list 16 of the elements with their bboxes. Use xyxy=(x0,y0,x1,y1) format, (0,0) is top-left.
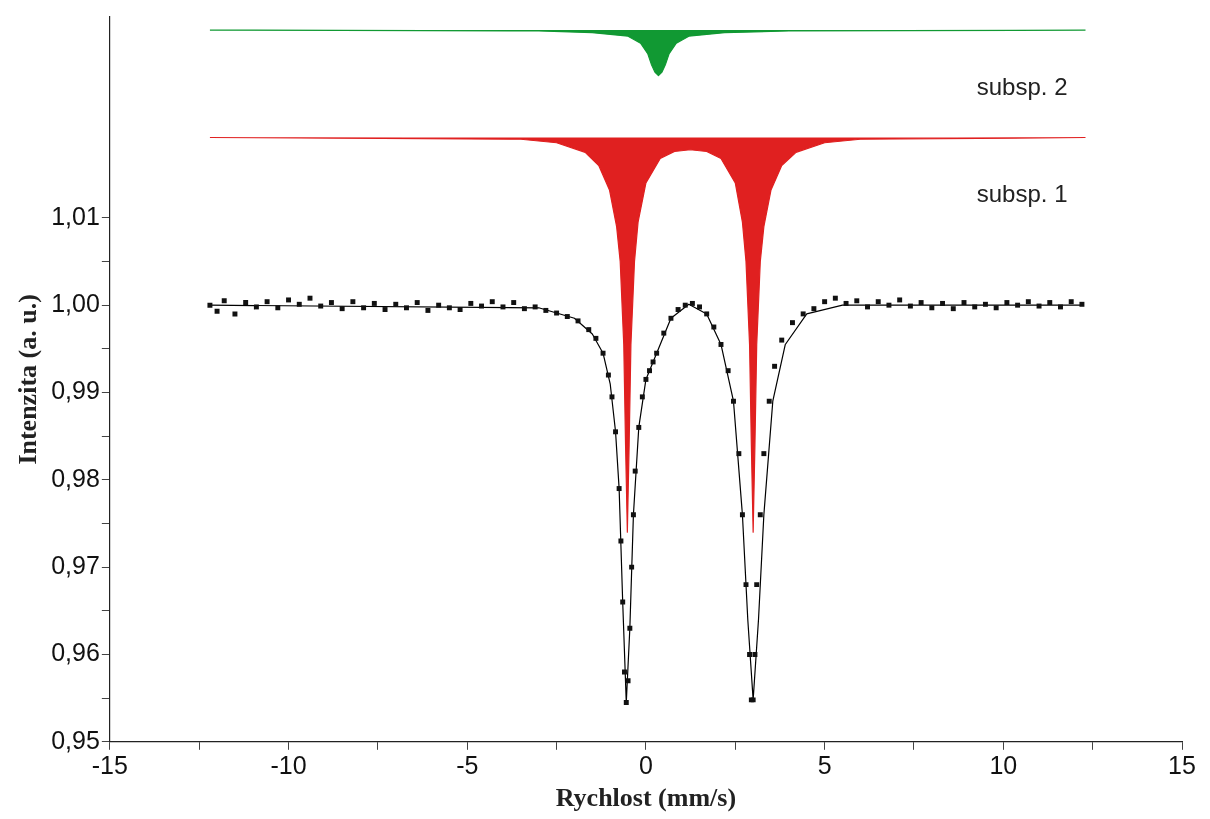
y-axis-title: Intenzita (a. u.) xyxy=(13,294,43,465)
series-label: subsp. 2 xyxy=(976,72,1068,100)
y-tick-label: 0,97 xyxy=(51,551,100,580)
x-tick-label: -5 xyxy=(456,750,479,779)
x-tick-label: 15 xyxy=(1168,750,1196,779)
x-tick-label: 5 xyxy=(817,750,832,779)
y-tick-label: 0,99 xyxy=(51,376,100,405)
y-tick-label: 1,01 xyxy=(51,201,100,230)
y-tick-label: 0,98 xyxy=(51,463,100,492)
y-tick-label: 0,96 xyxy=(51,638,100,667)
x-tick-label: -10 xyxy=(270,750,307,779)
series-label: subsp. 1 xyxy=(976,180,1068,208)
x-axis-title: Rychlost (mm/s) xyxy=(555,783,737,813)
y-tick-label: 1,00 xyxy=(51,289,100,318)
x-tick-label: 10 xyxy=(989,750,1018,779)
x-tick-label: 0 xyxy=(638,750,653,779)
